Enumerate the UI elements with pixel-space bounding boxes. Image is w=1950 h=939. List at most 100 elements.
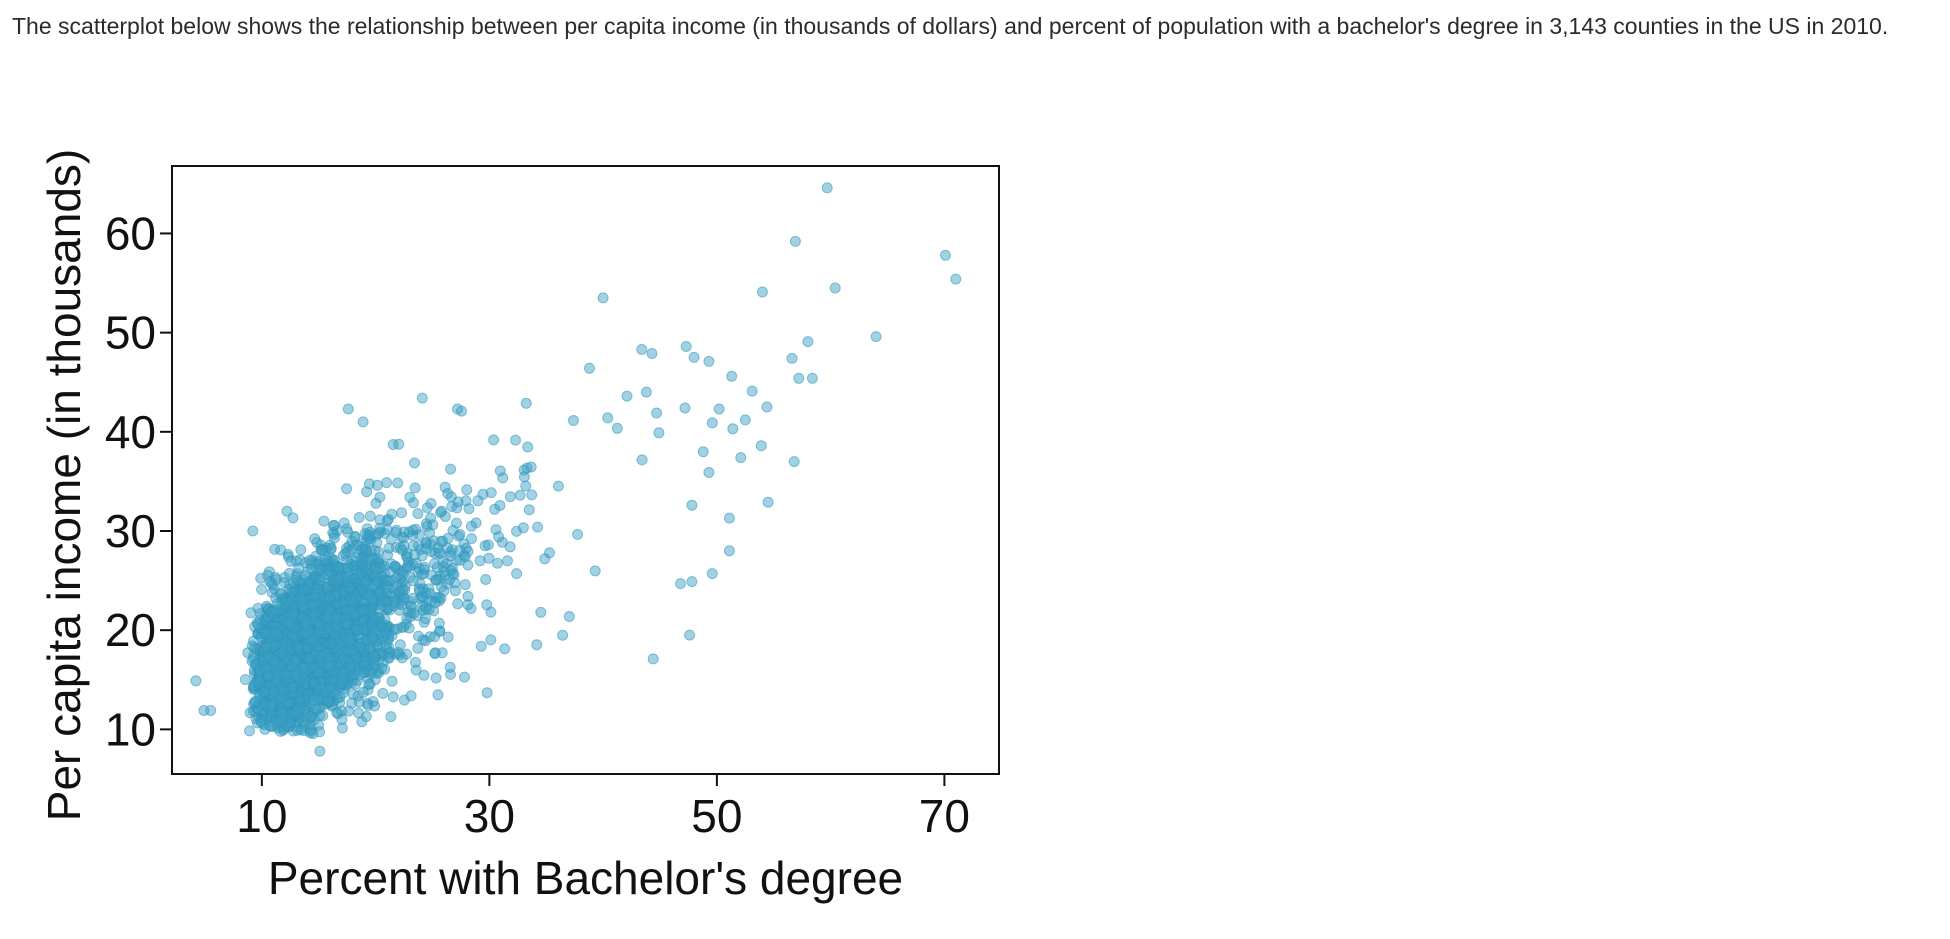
data-point — [190, 675, 202, 687]
data-point — [328, 528, 340, 540]
data-point — [314, 726, 326, 738]
data-point — [412, 508, 424, 520]
data-point — [482, 539, 494, 551]
data-point — [374, 514, 386, 526]
data-point — [314, 564, 326, 576]
data-point — [374, 603, 386, 615]
data-point — [442, 532, 454, 544]
data-point — [277, 706, 289, 718]
data-point — [786, 352, 798, 364]
data-point — [249, 642, 260, 654]
data-point — [651, 407, 663, 419]
data-point — [276, 685, 288, 697]
data-point — [465, 520, 477, 532]
data-point — [357, 686, 369, 698]
data-point — [343, 705, 355, 717]
data-point — [405, 600, 417, 612]
data-point — [480, 574, 492, 585]
data-point — [409, 482, 421, 494]
data-point — [940, 249, 951, 261]
data-point — [433, 546, 445, 558]
data-point — [429, 597, 441, 609]
data-point — [416, 392, 428, 404]
data-point — [311, 537, 323, 548]
data-point — [271, 628, 283, 640]
data-point — [532, 521, 544, 533]
data-point — [277, 638, 289, 650]
data-point — [436, 647, 448, 659]
data-point — [383, 542, 395, 554]
data-point — [342, 403, 354, 415]
data-point — [713, 403, 725, 415]
data-point — [347, 644, 359, 656]
data-point — [285, 555, 297, 567]
data-point — [387, 691, 399, 703]
data-points — [190, 182, 962, 757]
data-point — [325, 542, 337, 554]
data-point — [531, 639, 543, 651]
y-axis-ticks: 10 20 30 40 50 60 — [105, 207, 172, 755]
data-point — [557, 629, 569, 641]
data-point — [493, 531, 505, 543]
data-point — [419, 613, 431, 625]
y-tick-label: 50 — [105, 307, 156, 359]
data-point — [647, 653, 659, 665]
data-point — [410, 656, 421, 668]
data-point — [679, 402, 691, 414]
data-point — [756, 286, 768, 298]
data-point — [255, 572, 267, 584]
data-point — [304, 554, 316, 566]
data-point — [325, 637, 337, 649]
data-point — [454, 529, 466, 540]
x-axis-title: Percent with Bachelor's degree — [268, 852, 903, 904]
data-point — [462, 590, 474, 602]
data-point — [646, 348, 658, 359]
data-point — [502, 555, 513, 567]
data-point — [286, 587, 298, 599]
data-point — [636, 344, 648, 355]
x-tick-label: 30 — [464, 790, 515, 842]
data-point — [584, 362, 595, 374]
data-point — [275, 725, 286, 737]
data-point — [703, 355, 715, 367]
data-point — [396, 544, 408, 556]
data-point — [374, 491, 386, 503]
data-point — [653, 427, 665, 439]
y-axis-title: Per capita income (in thousands) — [38, 149, 90, 821]
data-point — [341, 618, 353, 630]
data-point — [445, 463, 457, 475]
data-point — [353, 707, 364, 719]
data-point — [278, 577, 290, 589]
data-point — [746, 385, 758, 397]
data-point — [684, 629, 696, 641]
data-point — [405, 690, 417, 702]
data-point — [294, 694, 305, 706]
x-axis-ticks: 10 30 50 70 — [236, 774, 970, 842]
data-point — [274, 587, 286, 599]
data-point — [307, 728, 319, 740]
data-point — [371, 479, 383, 491]
data-point — [459, 579, 471, 591]
data-point — [297, 715, 309, 727]
data-point — [255, 716, 267, 728]
data-point — [371, 537, 383, 548]
data-point — [950, 273, 962, 285]
data-point — [403, 622, 415, 634]
data-point — [442, 631, 454, 643]
data-point — [404, 491, 416, 503]
data-point — [463, 503, 475, 515]
data-point — [525, 461, 537, 473]
data-point — [485, 634, 497, 646]
data-point — [420, 537, 432, 549]
data-point — [301, 615, 313, 627]
data-point — [412, 642, 424, 654]
data-point — [697, 446, 709, 458]
data-point — [247, 525, 259, 537]
data-point — [789, 235, 801, 247]
data-point — [602, 412, 614, 424]
data-point — [394, 604, 405, 616]
data-point — [359, 528, 371, 540]
data-point — [735, 452, 747, 464]
data-point — [287, 681, 299, 693]
data-point — [363, 478, 375, 490]
